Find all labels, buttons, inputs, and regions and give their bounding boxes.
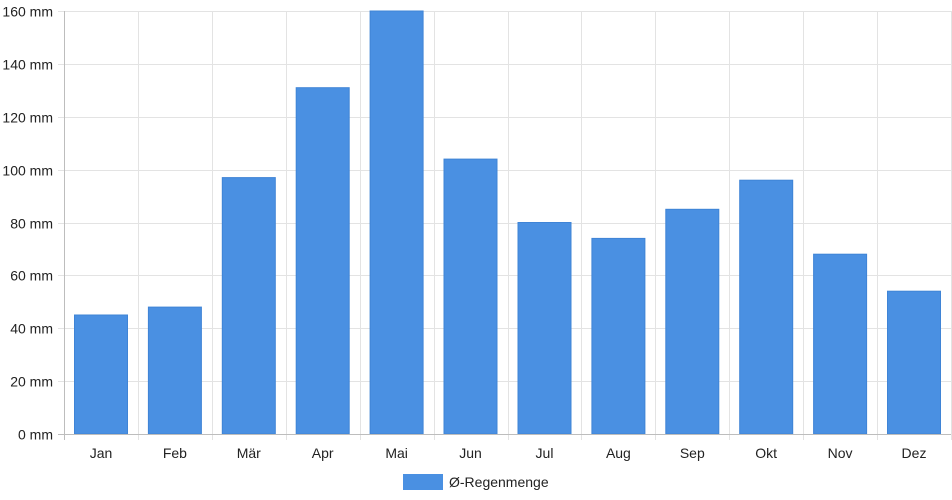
x-tick-label: Jun bbox=[459, 445, 482, 461]
bar-mai[interactable] bbox=[369, 10, 424, 435]
y-tick-label: 120 mm bbox=[2, 110, 53, 126]
y-tick-label: 60 mm bbox=[10, 268, 53, 284]
x-axis-ticks: Jan Feb Mär Apr Mai Jun Jul Aug Sep Okt Nov Dez bbox=[90, 445, 927, 461]
y-tick-label: 160 mm bbox=[2, 4, 53, 20]
x-tick-label: Apr bbox=[312, 445, 334, 461]
legend-label[interactable]: Ø-Regenmenge bbox=[449, 474, 549, 490]
x-tick-label: Aug bbox=[606, 445, 631, 461]
y-tick-label: 40 mm bbox=[10, 321, 53, 337]
bars bbox=[74, 10, 941, 435]
y-axis-ticks: 0 mm 20 mm 40 mm 60 mm 80 mm 100 mm 120 mm 140 … bbox=[2, 4, 53, 443]
bar-jan[interactable] bbox=[74, 314, 128, 435]
legend-swatch[interactable] bbox=[403, 474, 443, 490]
x-tick-label: Jul bbox=[536, 445, 554, 461]
bar-apr[interactable] bbox=[295, 87, 350, 435]
x-tick-label: Nov bbox=[828, 445, 853, 461]
x-tick-label: Dez bbox=[902, 445, 927, 461]
x-tick-label: Jan bbox=[90, 445, 113, 461]
y-tick-label: 80 mm bbox=[10, 216, 53, 232]
y-tick-label: 140 mm bbox=[2, 57, 53, 73]
y-tick-label: 100 mm bbox=[2, 163, 53, 179]
bar-aug[interactable] bbox=[591, 237, 646, 435]
bar-feb[interactable] bbox=[147, 306, 202, 435]
bar-dez[interactable] bbox=[887, 290, 941, 435]
bar-okt[interactable] bbox=[739, 179, 794, 435]
bar-jul[interactable] bbox=[517, 222, 572, 435]
y-tick-label: 0 mm bbox=[18, 427, 53, 443]
x-tick-label: Okt bbox=[755, 445, 777, 461]
x-tick-label: Sep bbox=[680, 445, 705, 461]
bar-sep[interactable] bbox=[665, 208, 720, 435]
legend[interactable]: Ø-Regenmenge bbox=[403, 474, 549, 490]
x-tick-label: Feb bbox=[163, 445, 187, 461]
bar-jun[interactable] bbox=[443, 158, 498, 435]
bar-mär[interactable] bbox=[221, 177, 276, 435]
bar-nov[interactable] bbox=[813, 253, 868, 435]
axes bbox=[58, 11, 951, 440]
x-tick-label: Mär bbox=[237, 445, 261, 461]
y-tick-label: 20 mm bbox=[10, 374, 53, 390]
x-tick-label: Mai bbox=[385, 445, 408, 461]
